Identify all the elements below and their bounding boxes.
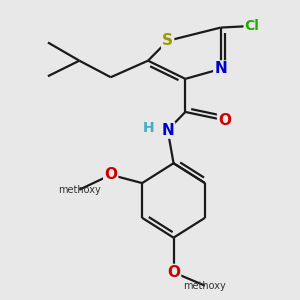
Text: H: H [144,123,156,137]
Text: H: H [143,122,154,136]
Text: O: O [167,265,180,280]
Text: Cl: Cl [244,19,260,33]
Text: O: O [104,167,117,182]
Text: methoxy: methoxy [58,185,101,195]
Text: N: N [214,61,227,76]
Text: methoxy: methoxy [184,280,226,291]
Text: N: N [161,123,174,138]
Text: O: O [218,113,231,128]
Text: S: S [162,33,173,48]
